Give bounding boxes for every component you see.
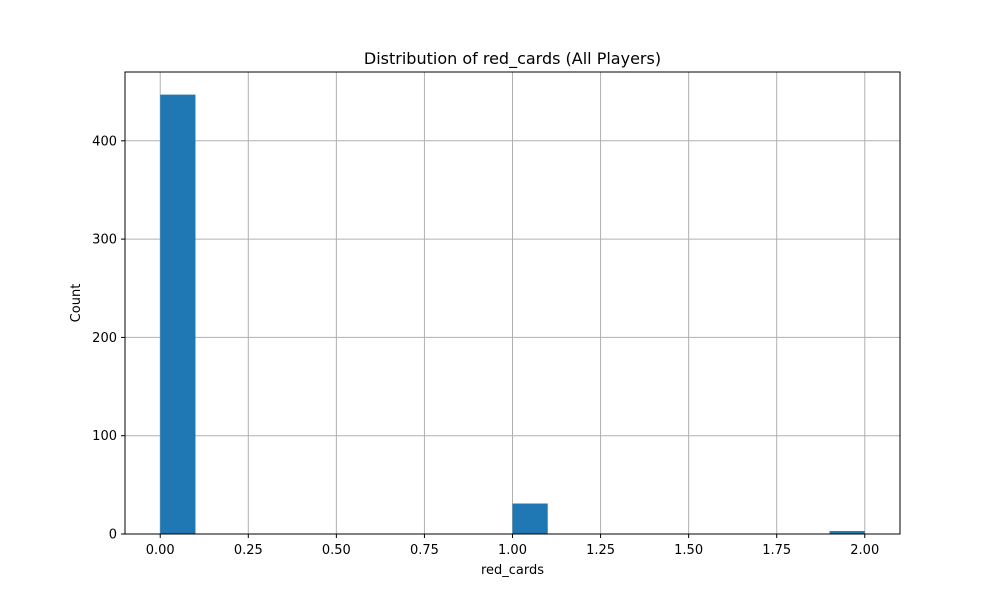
y-axis-label: Count: [69, 284, 84, 323]
bars-layer: [160, 94, 865, 534]
y-tick-label: 300: [92, 233, 117, 248]
x-tick-label: 2.00: [850, 543, 879, 558]
x-tick-label: 0.50: [322, 543, 351, 558]
ticks-layer: 0.00 0.25 0.50 0.75 1.00 1.25 1.50 1.75 2.00 0 100…: [92, 134, 879, 558]
grid-layer: [125, 72, 900, 535]
histogram-bar: [160, 94, 196, 534]
y-tick-label: 100: [92, 429, 117, 444]
y-tick-label: 400: [92, 134, 117, 149]
y-tick-label: 0: [109, 528, 117, 543]
x-tick-label: 1.50: [674, 543, 703, 558]
x-axis-label: red_cards: [481, 563, 544, 578]
histogram-bar: [829, 531, 865, 534]
x-tick-label: 1.75: [762, 543, 791, 558]
x-tick-label: 0.25: [234, 543, 263, 558]
x-tick-label: 1.00: [498, 543, 527, 558]
x-tick-label: 1.25: [586, 543, 615, 558]
x-tick-label: 0.00: [146, 543, 175, 558]
histogram-bar: [512, 503, 548, 534]
y-tick-label: 200: [92, 331, 117, 346]
chart-title: Distribution of red_cards (All Players): [364, 49, 661, 69]
x-tick-label: 0.75: [410, 543, 439, 558]
